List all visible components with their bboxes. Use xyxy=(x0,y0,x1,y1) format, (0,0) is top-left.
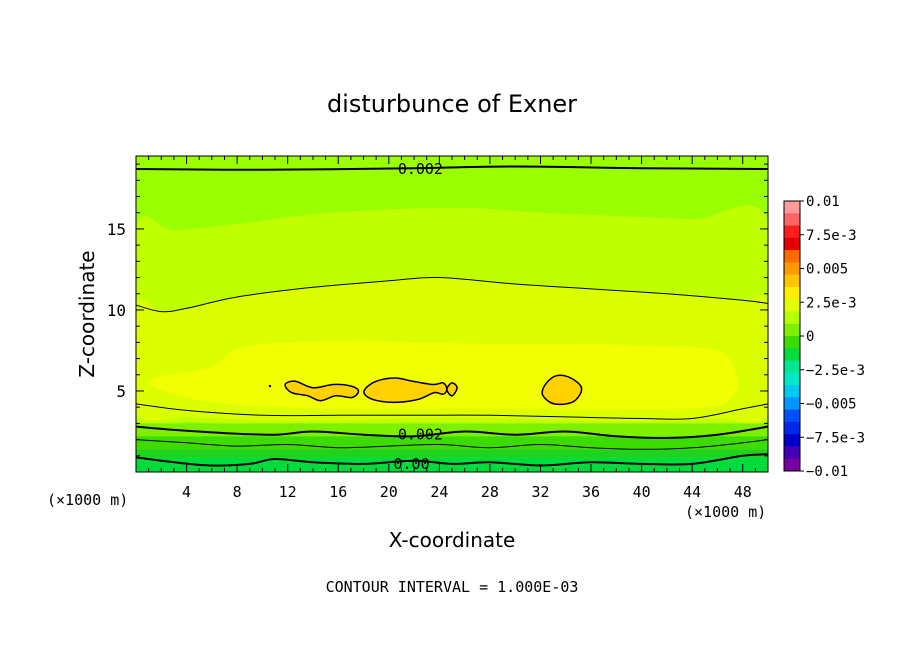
y-tick-label: 10 xyxy=(107,301,126,320)
contour-line-6 xyxy=(136,453,768,467)
closed-contour-1 xyxy=(284,380,360,402)
y-tick-label: 15 xyxy=(107,220,126,239)
x-tick-label: 4 xyxy=(182,483,191,501)
field-lower-band-mid xyxy=(136,449,768,458)
contour-field xyxy=(136,156,768,472)
colorbar-label: 0.005 xyxy=(806,262,848,278)
colorbar-swatch xyxy=(784,299,800,312)
contour-line-2 xyxy=(136,276,768,313)
colorbar-swatch xyxy=(784,311,800,325)
contour-label-text: 0.00 xyxy=(393,455,429,473)
colorbar-label: −2.5e-3 xyxy=(806,363,865,379)
colorbar-swatch xyxy=(784,274,800,288)
colorbar-swatch xyxy=(784,250,800,263)
contour-line-4 xyxy=(136,425,768,440)
colorbar-swatch xyxy=(784,262,800,276)
contour-lines xyxy=(136,165,768,467)
x-tick-label: 8 xyxy=(233,483,242,501)
x-tick-label: 44 xyxy=(683,483,701,501)
field-lower-band-2 xyxy=(136,436,768,450)
colorbar-label: 0.01 xyxy=(806,194,840,210)
colorbar-label: 7.5e-3 xyxy=(806,228,857,244)
closed-contour-4 xyxy=(541,374,583,406)
x-tick-label: 40 xyxy=(633,483,651,501)
x-tick-label: 36 xyxy=(582,483,600,501)
closed-contour-2 xyxy=(363,377,448,404)
x-axis-label: X-coordinate xyxy=(389,528,516,552)
colorbar-label: 2.5e-3 xyxy=(806,295,857,311)
x-axis: 4 8 12 16 20 24 28 32 36 40 44 48 xyxy=(148,156,756,501)
contour-dot xyxy=(268,384,272,388)
x-tick-label: 32 xyxy=(531,483,549,501)
colorbar-swatch xyxy=(784,225,800,239)
colorbar-swatch xyxy=(784,385,800,398)
colorbar-label: 0 xyxy=(806,329,814,345)
colorbar: 0.01 7.5e-3 0.005 2.5e-3 0 −2.5e-3 −0.005 −7.5e… xyxy=(783,194,865,480)
colorbar-swatch xyxy=(784,409,800,423)
y-axis: 5 10 15 xyxy=(107,163,768,457)
colorbar-label: −0.01 xyxy=(806,464,848,480)
colorbar-swatch xyxy=(784,446,800,460)
colorbar-swatch xyxy=(784,372,800,386)
colorbar-swatch xyxy=(784,336,800,349)
contour-label-text: 0.002 xyxy=(398,160,443,178)
contour-line-5 xyxy=(136,439,768,450)
contour-line-1 xyxy=(136,165,768,171)
colorbar-swatch xyxy=(784,286,800,300)
contour-line-3 xyxy=(136,403,768,420)
x-tick-label: 28 xyxy=(481,483,499,501)
x-tick-label: 24 xyxy=(430,483,448,501)
colorbar-swatch xyxy=(784,348,800,362)
colorbar-swatch xyxy=(784,434,800,447)
x-unit-left: (×1000 m) xyxy=(47,491,128,509)
colorbar-label: −0.005 xyxy=(806,397,857,413)
colorbar-label: −7.5e-3 xyxy=(806,430,865,446)
y-tick-label: 5 xyxy=(116,382,126,401)
contour-label-text: 0.002 xyxy=(398,426,443,444)
field-band-3 xyxy=(147,340,739,410)
y-axis-label: Z-coordinate xyxy=(75,250,99,377)
colorbar-swatch xyxy=(784,213,800,227)
contour-label-3: 0.00 xyxy=(393,455,429,473)
contour-label-2: 0.002 xyxy=(398,426,443,444)
x-unit-right: (×1000 m) xyxy=(685,503,766,521)
contour-label-1: 0.002 xyxy=(398,160,443,178)
colorbar-swatch xyxy=(784,458,800,472)
x-tick-label: 20 xyxy=(380,483,398,501)
colorbar-swatch xyxy=(784,201,800,214)
contour-interval-note: CONTOUR INTERVAL = 1.000E-03 xyxy=(326,578,579,596)
colorbar-swatch xyxy=(784,397,800,411)
colorbar-swatch xyxy=(784,421,800,435)
chart-title: disturbunce of Exner xyxy=(327,90,577,118)
closed-contour-3 xyxy=(446,382,458,397)
x-tick-label: 12 xyxy=(279,483,297,501)
contour-labels: 0.002 0.002 0.00 xyxy=(393,160,442,473)
colorbar-swatch xyxy=(784,360,800,374)
colorbar-swatch xyxy=(784,237,800,251)
x-tick-label: 16 xyxy=(329,483,347,501)
x-tick-label: 48 xyxy=(734,483,752,501)
colorbar-swatch xyxy=(784,323,800,337)
